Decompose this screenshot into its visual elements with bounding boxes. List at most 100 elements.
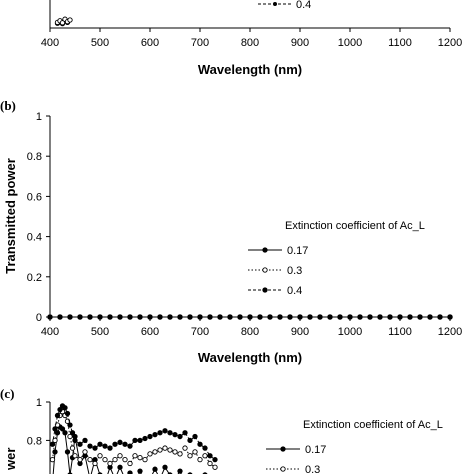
- panel-c-series-point: [202, 453, 208, 459]
- panel-c-legend: Extinction coefficient of Ac_L 0.170.30.…: [266, 419, 443, 474]
- panel-b-series-point: [227, 314, 233, 320]
- panel-b-series-point: [277, 314, 283, 320]
- panel-c-series-point: [157, 447, 163, 453]
- panel-c-series-point: [172, 431, 178, 438]
- panel-c-series-point: [117, 439, 123, 445]
- panel-b-label: (b): [0, 98, 16, 113]
- panel-c-series-point: [82, 449, 88, 455]
- panel-c-series-point: [137, 455, 143, 461]
- panel-c-series-point: [192, 449, 198, 455]
- panel-b-series-point: [167, 314, 173, 320]
- panel-c-series-point: [152, 466, 158, 472]
- panel-c-series-point: [167, 447, 173, 453]
- panel-c-series-point: [72, 437, 78, 444]
- panel-a-series-point: [59, 20, 66, 26]
- panel-b-series-point: [157, 314, 163, 320]
- panel-a-x-tick-label: 500: [91, 37, 109, 49]
- panel-b-series-point: [387, 314, 393, 320]
- panel-b-y-tick-label: 0: [36, 312, 42, 324]
- panel-c-series-point: [77, 456, 83, 463]
- panel-b-series-point: [107, 314, 113, 320]
- panel-c-series-point: [137, 468, 143, 474]
- panel-c-legend-title: Extinction coefficient of Ac_L: [303, 419, 443, 431]
- panel-a-x-tick-label: 900: [291, 37, 309, 49]
- panel-c-series-point: [87, 456, 93, 463]
- panel-c: (c) 1 0.8 wer Extinction coefficient of A…: [0, 386, 443, 474]
- panel-c-series-point: [77, 441, 83, 447]
- panel-b-legend-marker: [262, 247, 268, 253]
- panel-c-series-point: [112, 441, 118, 447]
- panel-c-series-point: [52, 449, 58, 455]
- panel-c-series-point: [107, 445, 113, 451]
- panel-c-series-point: [187, 437, 193, 444]
- panel-c-series-point: [212, 456, 218, 463]
- panel-c-series-point: [49, 456, 56, 463]
- panel-c-series-point: [142, 435, 148, 442]
- panel-a-x-tick-label: 1100: [388, 37, 412, 49]
- panel-c-series-point: [49, 441, 56, 447]
- panel-b-series-point: [427, 314, 433, 320]
- panel-c-series-point: [152, 431, 158, 438]
- panel-b-series-point: [417, 314, 423, 320]
- panel-c-series-point: [202, 445, 208, 451]
- panel-b-x-tick-label: 1100: [388, 326, 412, 338]
- panel-a-x-tick-label: 800: [241, 37, 259, 49]
- panel-c-series-point: [132, 437, 138, 444]
- panel-c-series-point: [132, 453, 138, 459]
- panel-c-series-point: [64, 410, 71, 417]
- panel-c-series-point: [167, 430, 173, 436]
- panel-b: (b) 0 0.2 0.4 0.6 0.8 1 400 500 600 700 800 900 100…: [0, 98, 462, 365]
- panel-b-x-tick-label: 600: [141, 326, 159, 338]
- panel-a-x-axis-title: Wavelength (nm): [198, 62, 302, 77]
- panel-b-y-tick-label: 0.8: [27, 151, 42, 163]
- panel-c-legend-label: 0.17: [305, 444, 326, 456]
- panel-b-x-tick-label: 800: [241, 326, 259, 338]
- panel-c-series-point: [57, 407, 63, 413]
- panel-c-series-point: [207, 453, 213, 459]
- panel-a-legend-marker: [273, 2, 277, 6]
- panel-b-x-axis-title: Wavelength (nm): [198, 350, 302, 365]
- panel-c-series-point: [127, 443, 133, 449]
- panel-b-y-tick-label: 0.2: [27, 272, 42, 284]
- panel-b-legend-marker: [262, 287, 268, 293]
- panel-b-series-point: [187, 314, 193, 320]
- panel-c-series-point: [122, 441, 128, 447]
- panel-b-series-point: [67, 314, 73, 320]
- panel-a-x-tick-label: 1200: [438, 37, 462, 49]
- panel-c-series-point: [62, 430, 68, 436]
- panel-c-series-point: [112, 456, 118, 463]
- panel-b-y-axis-title: Transmitted power: [3, 158, 18, 274]
- panel-b-series-point: [287, 314, 293, 320]
- panel-c-y-axis-title: wer: [3, 448, 18, 471]
- panel-b-series-point: [127, 314, 133, 320]
- panel-c-series-point: [162, 428, 168, 434]
- panel-b-series-point: [117, 314, 123, 320]
- panel-c-series-point: [177, 451, 183, 457]
- panel-c-series-point: [147, 451, 153, 457]
- panel-b-series-point: [207, 314, 213, 320]
- panel-c-series-point: [137, 437, 143, 444]
- panel-b-x-tick-label: 400: [41, 326, 59, 338]
- panel-c-series-point: [62, 405, 68, 411]
- panel-c-series-point: [192, 433, 198, 440]
- panel-c-series-point: [172, 449, 178, 455]
- panel-c-y-tick-label: 1: [36, 397, 42, 409]
- panel-c-series-point: [92, 445, 98, 451]
- panel-a-x-tick-label: 600: [141, 37, 159, 49]
- panel-b-x-tick-label: 700: [191, 326, 209, 338]
- panel-c-series-point: [152, 449, 158, 455]
- panel-c-series-point: [67, 433, 73, 440]
- panel-c-series-point: [197, 441, 203, 447]
- panel-c-series-point: [59, 426, 66, 432]
- panel-c-series-point: [102, 456, 108, 463]
- panel-c-series-point: [147, 433, 153, 440]
- panel-c-series-point: [197, 456, 203, 463]
- panel-c-legend-label: 0.3: [305, 464, 320, 474]
- panel-c-series-line: [52, 405, 216, 460]
- panel-b-series-point: [97, 314, 103, 320]
- panel-c-series-point: [182, 430, 188, 436]
- panel-c-series-point: [122, 456, 128, 463]
- panel-b-legend-title: Extinction coefficient of Ac_L: [285, 220, 425, 232]
- panel-b-x-tick-label: 1200: [438, 326, 462, 338]
